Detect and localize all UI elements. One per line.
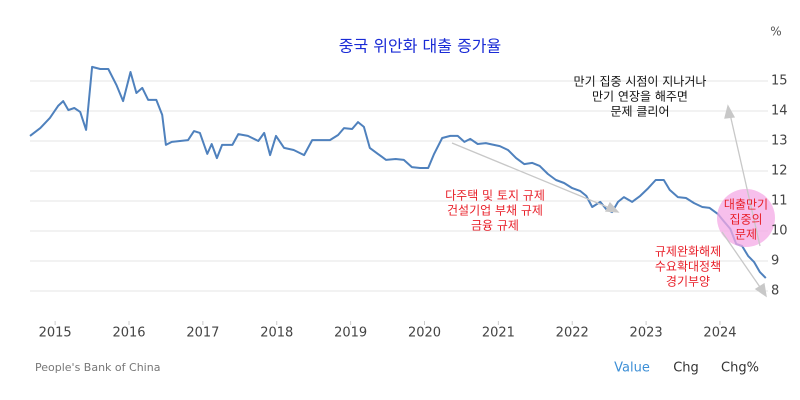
arrow bbox=[729, 113, 761, 247]
x-tick-label: 2017 bbox=[186, 326, 219, 341]
x-tick-label: 2019 bbox=[334, 326, 367, 341]
x-tick-label: 2021 bbox=[482, 326, 515, 341]
annotation: 규제완화해제 bbox=[655, 245, 721, 259]
y-tick-label: 14 bbox=[771, 104, 788, 119]
x-tick-label: 2022 bbox=[556, 326, 589, 341]
tab[interactable]: Chg bbox=[673, 361, 699, 376]
annotation: 대출만기 bbox=[724, 198, 768, 212]
chart-title: 중국 위안화 대출 증가율 bbox=[339, 37, 501, 56]
y-tick-label: 11 bbox=[771, 194, 788, 209]
y-tick-label: 12 bbox=[771, 164, 788, 179]
x-tick-label: 2020 bbox=[408, 326, 441, 341]
y-tick-label: 10 bbox=[771, 224, 788, 239]
source: People's Bank of China bbox=[35, 361, 160, 374]
annotation: 다주택 및 토지 규제 bbox=[445, 189, 545, 203]
data-line bbox=[29, 65, 767, 279]
tab[interactable]: Value bbox=[614, 361, 650, 376]
arrow bbox=[451, 142, 613, 210]
highlight-circle bbox=[717, 189, 775, 247]
y-unit: % bbox=[770, 25, 781, 39]
annotation: 만기 집중 시점이 지나거나 bbox=[574, 75, 707, 89]
tab[interactable]: Chg% bbox=[721, 361, 759, 376]
y-tick-label: 15 bbox=[771, 74, 788, 89]
y-tick-label: 8 bbox=[771, 284, 779, 299]
annotation: 집중의 bbox=[729, 213, 762, 227]
annotation: 문제 클리어 bbox=[610, 105, 669, 119]
annotation: 문제 bbox=[735, 228, 757, 242]
x-tick-label: 2015 bbox=[39, 326, 72, 341]
x-tick-label: 2018 bbox=[260, 326, 293, 341]
annotation: 수요확대정책 bbox=[655, 259, 721, 274]
x-tick-label: 2024 bbox=[703, 326, 736, 341]
annotation: 경기부양 bbox=[666, 275, 710, 289]
arrow bbox=[721, 231, 763, 291]
x-tick-label: 2023 bbox=[630, 326, 663, 341]
arrowhead bbox=[724, 104, 736, 119]
annotation: 금융 규제 bbox=[471, 219, 519, 233]
y-tick-label: 9 bbox=[771, 254, 779, 269]
arrowhead bbox=[604, 201, 620, 213]
annotation: 만기 연장을 해주면 bbox=[592, 90, 688, 104]
annotation: 건설기업 부채 규제 bbox=[447, 204, 543, 218]
arrowhead bbox=[754, 282, 767, 298]
x-tick-label: 2016 bbox=[112, 326, 145, 341]
arrows bbox=[451, 104, 767, 298]
y-tick-label: 13 bbox=[771, 134, 788, 149]
